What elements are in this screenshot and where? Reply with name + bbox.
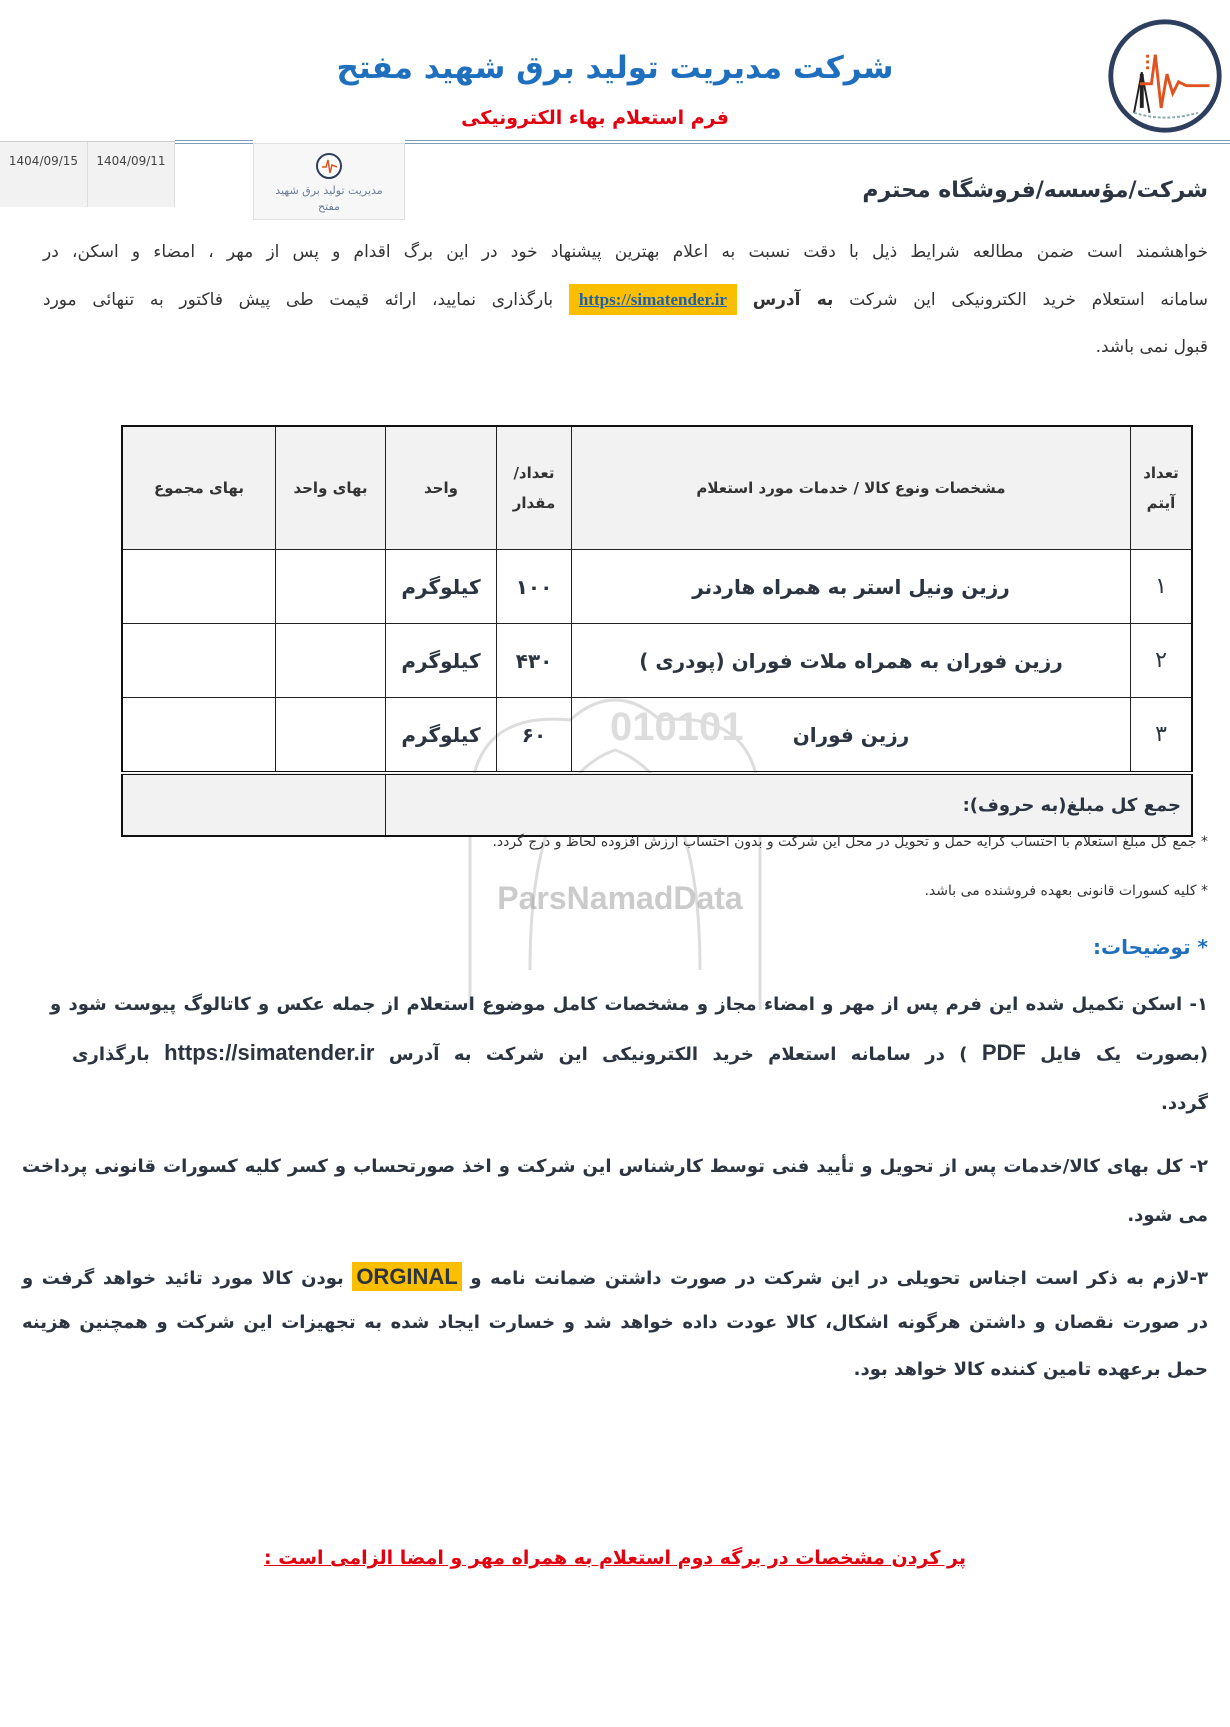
row-description: رزین فوران (571, 697, 1131, 774)
stamp-text: مدیریت تولید برق شهید مفتح (275, 184, 383, 213)
item-text: بودن کالا مورد تائید خواهد گرفت و (22, 1268, 344, 1289)
total-label: جمع کل مبلغ(به حروف): (385, 771, 1193, 837)
row-total-price[interactable] (121, 697, 276, 774)
row-unit: کیلوگرم (385, 623, 497, 698)
intro-text: بارگذاری نمایید، ارائه قیمت طی پیش فاکتو… (43, 290, 554, 310)
intro-text: خواهشمند است ضمن مطالعه شرایط ذیل با دقت… (43, 242, 1208, 262)
header-total-price: بهای مجموع (121, 425, 276, 550)
item1-line1: ۱- اسکن تکمیل شده این فرم پس از مهر و ام… (50, 994, 1208, 1015)
row-unit: کیلوگرم (385, 549, 497, 624)
pdf-label: PDF (981, 1040, 1026, 1065)
row-index: ۲ (1130, 623, 1193, 698)
header-unit: واحد (385, 425, 497, 550)
intro-text: سامانه استعلام خرید الکترونیکی این شرکت (833, 290, 1208, 310)
item-text: گردد. (1161, 1093, 1208, 1114)
header-quantity: تعداد/ مقدار (496, 425, 572, 550)
header-divider (0, 141, 175, 142)
total-value[interactable] (121, 771, 386, 837)
item-text: ) در سامانه استعلام خرید الکترونیکی این … (388, 1044, 968, 1065)
header-unit-price: بهای واحد (275, 425, 386, 550)
total-row: جمع کل مبلغ(به حروف): (121, 771, 1193, 837)
row-unit-price[interactable] (275, 697, 386, 774)
item2-line2: می شود. (22, 1205, 1208, 1226)
original-highlight: ORGINAL (352, 1262, 462, 1291)
item1-line2: (بصورت یک فایل PDF ) در سامانه استعلام خ… (72, 1040, 1208, 1066)
row-description: رزین ونیل استر به همراه هاردنر (571, 549, 1131, 624)
table-row: ۲ رزین فوران به همراه ملات فوران (پودری … (121, 623, 1193, 698)
row-quantity: ۶۰ (496, 697, 572, 774)
intro-text: قبول نمی باشد. (1095, 337, 1208, 357)
greeting: شرکت/مؤسسه/فروشگاه محترم (862, 178, 1208, 203)
item3-line2: در صورت نقصان و داشتن هرگونه اشکال، کالا… (22, 1312, 1208, 1333)
table-header-row: تعداد آیتم مشخصات ونوع کالا / خدمات مورد… (121, 425, 1193, 550)
header-divider (175, 140, 253, 141)
intro-line-2: سامانه استعلام خرید الکترونیکی این شرکت … (43, 284, 1208, 315)
item3-line1: ۳-لازم به ذکر است اجناس تحویلی در این شر… (22, 1262, 1208, 1291)
header-divider (405, 140, 1230, 141)
date-box-issue: 1404/09/11 (88, 142, 175, 207)
form-subtitle: فرم استعلام بهاء الکترونیکی (461, 107, 729, 129)
power-plant-logo-icon (1108, 19, 1222, 133)
row-description: رزین فوران به همراه ملات فوران (پودری ) (571, 623, 1131, 698)
item-text: ۳-لازم به ذکر است اجناس تحویلی در این شر… (470, 1268, 1208, 1289)
footer-notice: پر کردن مشخصات در برگه دوم استعلام به هم… (0, 1547, 1230, 1569)
explanations-heading: * توضیحات: (1093, 935, 1208, 959)
company-title: شرکت مدیریت تولید برق شهید مفتح (336, 50, 894, 86)
header-divider (175, 143, 253, 144)
simatender-link[interactable]: https://simatender.ir (568, 284, 737, 315)
intro-line-3: قبول نمی باشد. (22, 337, 1208, 357)
footer-text: پر کردن مشخصات در برگه دوم استعلام به هم… (264, 1547, 966, 1569)
item-text: در صورت نقصان و داشتن هرگونه اشکال، کالا… (22, 1312, 1208, 1333)
watermark-brand: ParsNamadData (497, 880, 743, 916)
item-text: (بصورت یک فایل (1040, 1044, 1208, 1065)
row-index: ۱ (1130, 549, 1193, 624)
items-table: تعداد آیتم مشخصات ونوع کالا / خدمات مورد… (121, 425, 1193, 837)
note-total-price: * جمع کل مبلغ استعلام با احتساب کرایه حم… (492, 834, 1208, 850)
row-quantity: ۴۳۰ (496, 623, 572, 698)
note-deductions: * کلیه کسورات قانونی بعهده فروشنده می با… (924, 883, 1208, 899)
row-total-price[interactable] (121, 549, 276, 624)
item-text: می شود. (1127, 1205, 1208, 1226)
stamp-logo-icon (316, 153, 342, 179)
table-row: ۱ رزین ونیل استر به همراه هاردنر ۱۰۰ کیل… (121, 549, 1193, 624)
header-item-count: تعداد آیتم (1130, 425, 1193, 550)
date-box-deadline: 1404/09/15 (0, 142, 88, 207)
item1-line3: گردد. (22, 1093, 1208, 1114)
row-unit-price[interactable] (275, 549, 386, 624)
row-quantity: ۱۰۰ (496, 549, 572, 624)
item3-line3: حمل برعهده تامین کننده کالا خواهد بود. (22, 1359, 1208, 1380)
company-stamp: مدیریت تولید برق شهید مفتح (253, 143, 405, 220)
simatender-link-2[interactable]: https://simatender.ir (164, 1040, 375, 1065)
header-description: مشخصات ونوع کالا / خدمات مورد استعلام (571, 425, 1131, 550)
item-text: ۲- کل بهای کالا/خدمات پس از تحویل و تأیی… (22, 1156, 1208, 1177)
item2-line1: ۲- کل بهای کالا/خدمات پس از تحویل و تأیی… (22, 1156, 1208, 1177)
row-total-price[interactable] (121, 623, 276, 698)
row-unit-price[interactable] (275, 623, 386, 698)
intro-line-1: خواهشمند است ضمن مطالعه شرایط ذیل با دقت… (43, 242, 1208, 262)
header-divider (405, 143, 1230, 144)
intro-bold-text: به آدرس (752, 290, 834, 310)
item-text: ۱- اسکن تکمیل شده این فرم پس از مهر و ام… (50, 994, 1208, 1015)
row-unit: کیلوگرم (385, 697, 497, 774)
row-index: ۳ (1130, 697, 1193, 774)
item-text: حمل برعهده تامین کننده کالا خواهد بود. (853, 1359, 1208, 1380)
table-row: ۳ رزین فوران ۶۰ کیلوگرم (121, 697, 1193, 774)
item-text: بارگذاری (72, 1044, 150, 1065)
